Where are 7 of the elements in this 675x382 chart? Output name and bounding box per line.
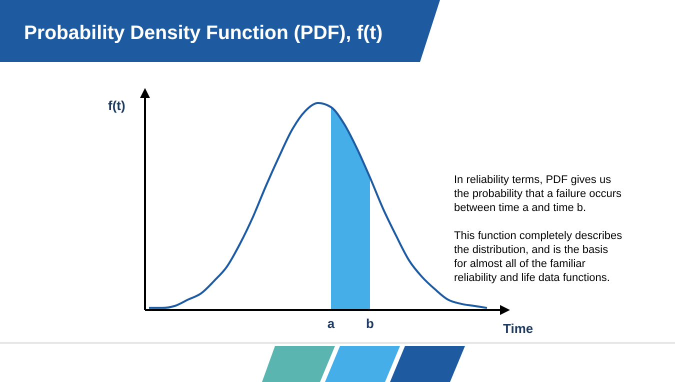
chart-title: Probability Density Function (PDF), f(t) — [24, 22, 383, 44]
annotation: This function completely describes the distribution, and is the basis for almost all of the familiar reliability and life data functions. — [454, 230, 623, 284]
y-axis-title: f(t) — [108, 98, 126, 113]
annotation: In reliability terms, PDF gives us the probability that a failure occurs between time a and time b. — [454, 174, 622, 214]
x-axis-title: Time — [503, 321, 534, 336]
x-tick-label: b — [366, 316, 374, 331]
x-tick-label: a — [327, 316, 336, 331]
